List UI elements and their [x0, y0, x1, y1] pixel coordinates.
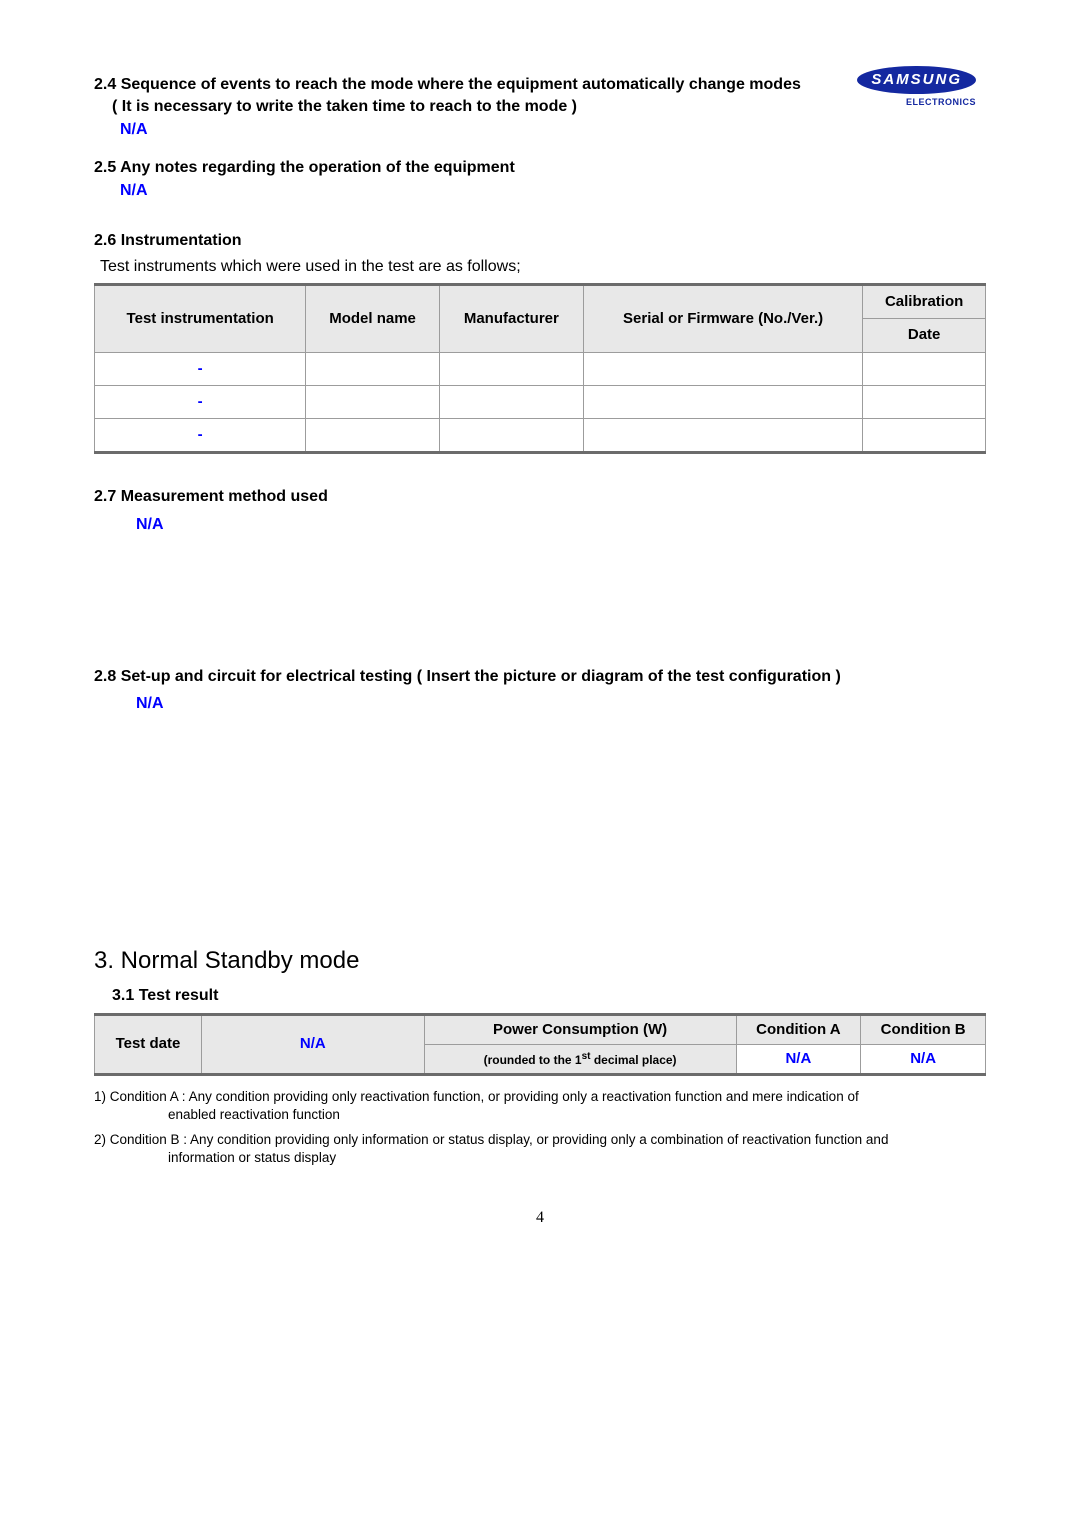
- result-table: Test date N/A Power Consumption (W) Cond…: [94, 1013, 986, 1077]
- footnote-2-line1: 2) Condition B : Any condition providing…: [94, 1132, 888, 1147]
- inst-cell: [306, 352, 439, 385]
- section-2-6-intro: Test instruments which were used in the …: [100, 256, 986, 278]
- res-th-3b: (rounded to the 1st decimal place): [424, 1045, 736, 1075]
- section-2-4-title: 2.4 Sequence of events to reach the mode…: [94, 74, 986, 96]
- inst-cell: [583, 385, 862, 418]
- footnote-1-line2: enabled reactivation function: [94, 1106, 986, 1124]
- footnote-1-line1: 1) Condition A : Any condition providing…: [94, 1089, 859, 1104]
- inst-cell: -: [198, 426, 203, 443]
- inst-th-5a: Calibration: [863, 285, 986, 319]
- page-number: 4: [94, 1207, 986, 1229]
- res-val-a: N/A: [736, 1045, 861, 1075]
- logo-subtext: ELECTRONICS: [857, 96, 976, 108]
- inst-cell: -: [198, 360, 203, 377]
- res-th-3b-pre: (rounded to the 1: [484, 1053, 582, 1067]
- section-2-6-title: 2.6 Instrumentation: [94, 230, 986, 252]
- table-row: -: [95, 385, 986, 418]
- table-row: -: [95, 352, 986, 385]
- res-th-3b-post: decimal place): [591, 1053, 677, 1067]
- inst-th-2: Model name: [306, 285, 439, 353]
- section-3-1-title: 3.1 Test result: [112, 985, 986, 1007]
- inst-cell: [863, 352, 986, 385]
- res-th-1: Test date: [95, 1014, 202, 1075]
- inst-cell: [583, 419, 862, 453]
- res-th-3a: Power Consumption (W): [424, 1014, 736, 1044]
- section-2-7-value: N/A: [136, 514, 986, 536]
- section-2-7: 2.7 Measurement method used N/A: [94, 486, 986, 535]
- inst-th-3: Manufacturer: [439, 285, 583, 353]
- inst-cell: [439, 419, 583, 453]
- section-2-4-sub: ( It is necessary to write the taken tim…: [112, 96, 986, 118]
- section-2-5-title: 2.5 Any notes regarding the operation of…: [94, 157, 986, 179]
- inst-cell: [439, 385, 583, 418]
- section-2-4: 2.4 Sequence of events to reach the mode…: [94, 74, 986, 141]
- samsung-logo: SAMSUNG: [857, 66, 976, 94]
- table-row: -: [95, 419, 986, 453]
- res-th-4: Condition A: [736, 1014, 861, 1044]
- section-2-6: 2.6 Instrumentation Test instruments whi…: [94, 230, 986, 454]
- inst-cell: [306, 385, 439, 418]
- res-th-3b-sup: st: [582, 1051, 591, 1062]
- footnote-2-line2: information or status display: [94, 1149, 986, 1167]
- inst-cell: [306, 419, 439, 453]
- inst-cell: -: [198, 393, 203, 410]
- section-2-8-title: 2.8 Set-up and circuit for electrical te…: [94, 666, 986, 688]
- inst-th-1: Test instrumentation: [95, 285, 306, 353]
- inst-cell: [583, 352, 862, 385]
- section-3-title: 3. Normal Standby mode: [94, 945, 986, 977]
- inst-cell: [863, 385, 986, 418]
- res-val-b: N/A: [861, 1045, 986, 1075]
- section-2-5-value: N/A: [120, 180, 986, 202]
- section-2-4-value: N/A: [120, 119, 986, 141]
- section-2-8-value: N/A: [136, 693, 986, 715]
- inst-cell: [439, 352, 583, 385]
- inst-th-5b: Date: [863, 319, 986, 352]
- section-3-1: 3.1 Test result Test date N/A Power Cons…: [94, 985, 986, 1076]
- logo-area: SAMSUNG ELECTRONICS: [857, 66, 976, 108]
- inst-cell: [863, 419, 986, 453]
- section-2-5: 2.5 Any notes regarding the operation of…: [94, 157, 986, 202]
- instrumentation-table: Test instrumentation Model name Manufact…: [94, 283, 986, 454]
- section-2-7-title: 2.7 Measurement method used: [94, 486, 986, 508]
- res-th-2: N/A: [201, 1014, 424, 1075]
- inst-th-4: Serial or Firmware (No./Ver.): [583, 285, 862, 353]
- footnotes: 1) Condition A : Any condition providing…: [94, 1088, 986, 1167]
- res-th-5: Condition B: [861, 1014, 986, 1044]
- section-2-8: 2.8 Set-up and circuit for electrical te…: [94, 666, 986, 715]
